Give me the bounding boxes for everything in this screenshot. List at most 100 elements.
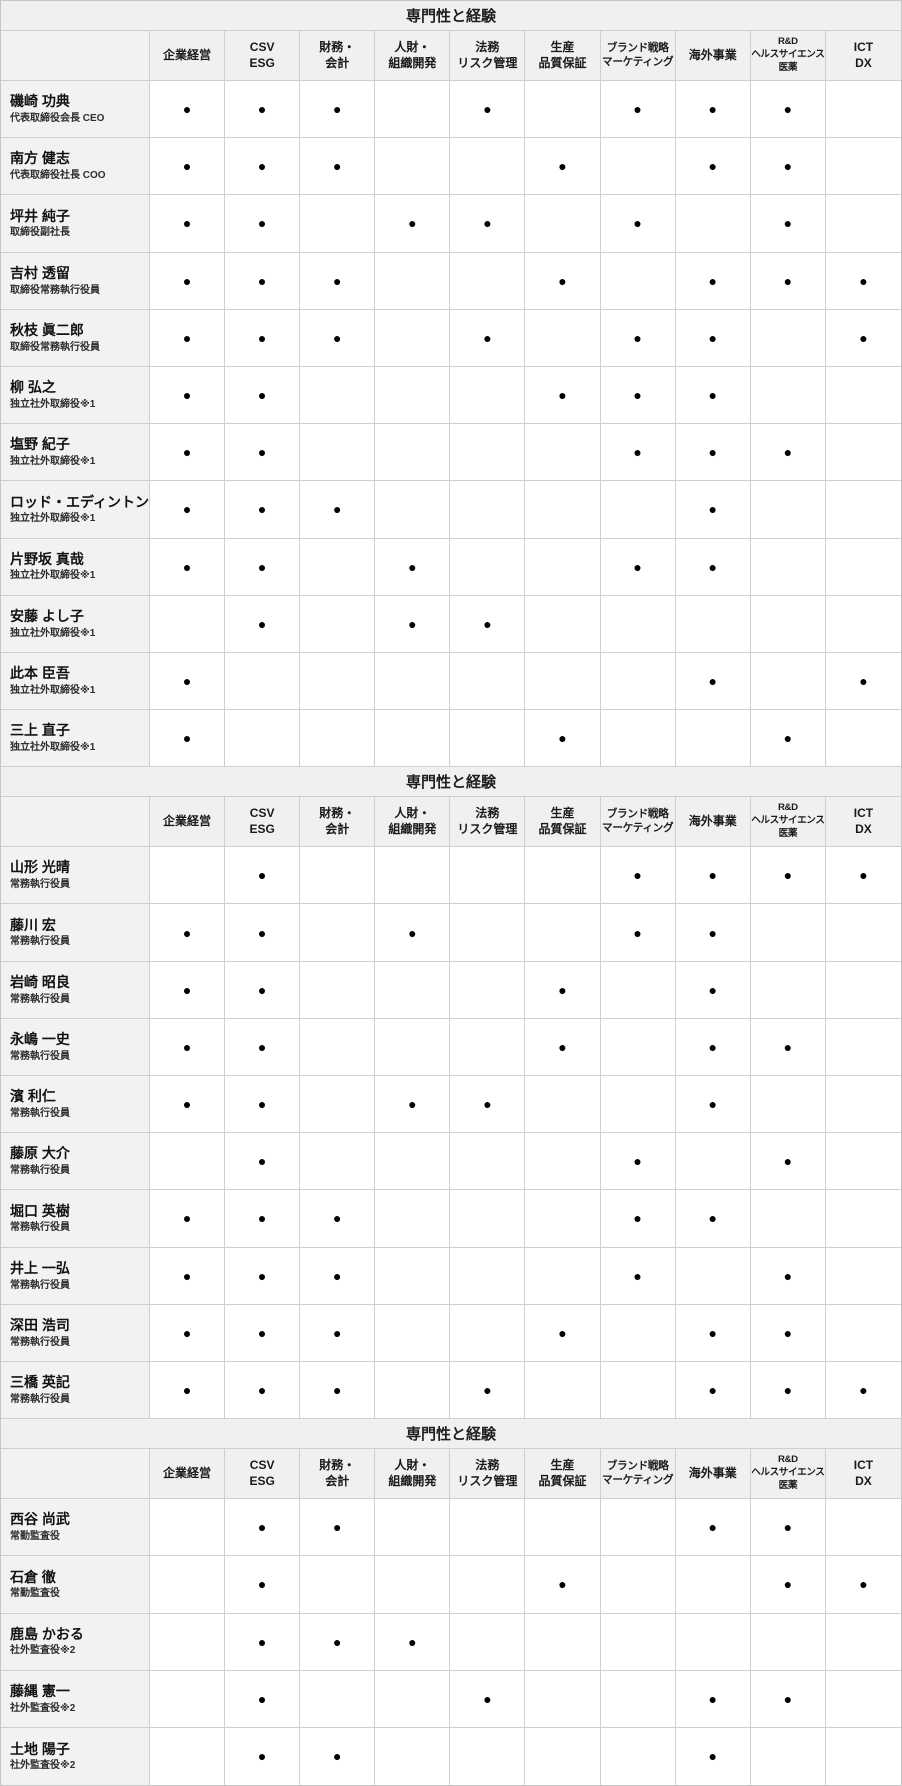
matrix-cell: ● <box>225 1304 301 1361</box>
matrix-cell <box>750 1613 826 1670</box>
matrix-cell: ● <box>225 138 301 195</box>
person-name: 土地 陽子 <box>10 1740 70 1757</box>
person-cell: 山形 光晴 常務執行役員 <box>1 847 150 904</box>
matrix-cell: ● <box>525 1556 601 1613</box>
matrix-cell <box>825 1247 901 1304</box>
matrix-cell <box>375 1670 451 1727</box>
filled-dot-icon: ● <box>783 1576 793 1593</box>
matrix-cell: ● <box>150 309 226 366</box>
table-row: 柳 弘之 独立社外取締役※1 ● ● ● ● ● <box>1 366 901 425</box>
matrix-cell: ● <box>675 961 751 1018</box>
matrix-cell <box>600 961 676 1018</box>
filled-dot-icon: ● <box>257 1324 267 1341</box>
matrix-cell: ● <box>750 1670 826 1727</box>
table-row: 井上 一弘 常務執行役員 ● ● ● ● ● <box>1 1247 901 1305</box>
matrix-cell <box>300 1556 376 1613</box>
matrix-cell <box>375 309 451 366</box>
filled-dot-icon: ● <box>708 1690 717 1707</box>
filled-dot-icon: ● <box>708 1096 717 1113</box>
matrix-cell: ● <box>300 309 376 366</box>
filled-dot-icon: ● <box>257 1633 267 1650</box>
filled-dot-icon: ● <box>708 1382 717 1399</box>
filled-dot-icon: ● <box>257 101 267 118</box>
column-header: 人財・ 組織開発 <box>375 1449 451 1499</box>
matrix-cell <box>525 904 601 961</box>
board-section: 専門性と経験 企業経営 CSV ESG 財務・ 会計 人財・ 組織開発 法務 リスク管理生… <box>1 1419 901 1786</box>
matrix-cell: ● <box>300 1613 376 1670</box>
header-row: 企業経営 CSV ESG 財務・ 会計 人財・ 組織開発 法務 リスク管理 生産 品質保証… <box>1 1449 901 1500</box>
column-header: R&D ヘルスサイエンス 医薬 <box>750 1449 826 1499</box>
matrix-cell <box>675 1613 751 1670</box>
filled-dot-icon: ● <box>633 444 642 461</box>
table-row: 此本 臣吾 独立社外取締役※1 ● ● ● <box>1 652 901 711</box>
person-name: 堀口 英樹 <box>10 1202 70 1219</box>
person-name: 深田 浩司 <box>10 1316 70 1333</box>
person-cell: 石倉 徹常勤監査役 <box>1 1556 150 1613</box>
person-name: 吉村 透留 <box>10 264 70 281</box>
matrix-cell <box>375 81 451 138</box>
matrix-cell <box>525 538 601 595</box>
filled-dot-icon: ● <box>708 1748 717 1765</box>
matrix-cell <box>825 1133 901 1190</box>
matrix-cell <box>525 1076 601 1133</box>
filled-dot-icon: ● <box>483 1690 492 1707</box>
filled-dot-icon: ● <box>859 329 868 346</box>
matrix-cell <box>825 195 901 252</box>
matrix-cell <box>450 652 526 710</box>
matrix-cell <box>600 1361 676 1419</box>
matrix-cell <box>375 1361 451 1419</box>
filled-dot-icon: ● <box>483 615 492 632</box>
matrix-cell <box>450 1304 526 1361</box>
matrix-cell <box>150 595 226 652</box>
matrix-cell <box>525 481 601 538</box>
matrix-cell <box>150 1499 226 1556</box>
matrix-cell: ● <box>300 481 376 538</box>
matrix-cell: ● <box>150 366 226 424</box>
matrix-cell: ● <box>825 1556 901 1613</box>
matrix-cell: ● <box>750 1499 826 1556</box>
matrix-cell <box>375 1304 451 1361</box>
matrix-cell: ● <box>825 847 901 904</box>
matrix-cell: ● <box>375 904 451 961</box>
table-row: 磯崎 功典 代表取締役会長 CEO ● ● ● ● ● ● ● <box>1 81 901 139</box>
filled-dot-icon: ● <box>633 924 642 941</box>
person-role: 常務執行役員 <box>10 993 70 1005</box>
filled-dot-icon: ● <box>708 1324 717 1341</box>
person-cell: 三上 直子 独立社外取締役※1 <box>1 710 150 767</box>
matrix-cell: ● <box>600 538 676 595</box>
matrix-cell <box>450 904 526 961</box>
filled-dot-icon: ● <box>257 558 267 575</box>
person-cell: 南方 健志 代表取締役社長 COO <box>1 138 150 195</box>
filled-dot-icon: ● <box>257 1267 267 1284</box>
matrix-cell: ● <box>600 1133 676 1190</box>
matrix-cell <box>375 424 451 481</box>
filled-dot-icon: ● <box>333 158 342 175</box>
person-role: 独立社外取締役※1 <box>10 513 96 525</box>
table-row: 秋枝 眞二郎 取締役常務執行役員 ● ● ● ● ● ● ● <box>1 309 901 367</box>
filled-dot-icon: ● <box>182 501 192 518</box>
matrix-cell: ● <box>150 1247 226 1304</box>
matrix-cell: ● <box>225 847 301 904</box>
matrix-cell <box>375 1727 451 1786</box>
person-name: 三上 直子 <box>10 722 70 739</box>
matrix-cell: ● <box>750 252 826 309</box>
header-row: 企業経営 CSV ESG 財務・ 会計 人財・ 組織開発 法務 リスク管理 生産 品質保証… <box>1 797 901 848</box>
filled-dot-icon: ● <box>182 1096 192 1113</box>
matrix-cell <box>600 652 676 710</box>
matrix-cell: ● <box>225 1613 301 1670</box>
filled-dot-icon: ● <box>257 981 267 998</box>
matrix-cell: ● <box>675 1076 751 1133</box>
matrix-cell <box>825 1613 901 1670</box>
column-header: 財務・ 会計 <box>300 797 376 847</box>
matrix-cell: ● <box>450 595 526 652</box>
matrix-cell <box>750 481 826 538</box>
matrix-cell: ● <box>225 904 301 961</box>
person-cell: 此本 臣吾 独立社外取締役※1 <box>1 652 150 710</box>
filled-dot-icon: ● <box>859 272 868 289</box>
column-header: 生産 品質保証 <box>525 797 601 847</box>
matrix-cell: ● <box>600 904 676 961</box>
filled-dot-icon: ● <box>333 1324 342 1341</box>
board-section: 専門性と経験 企業経営 CSV ESG 財務・ 会計 人財・ 組織開発 法務 リスク管理生… <box>1 1 901 768</box>
matrix-cell <box>600 252 676 309</box>
